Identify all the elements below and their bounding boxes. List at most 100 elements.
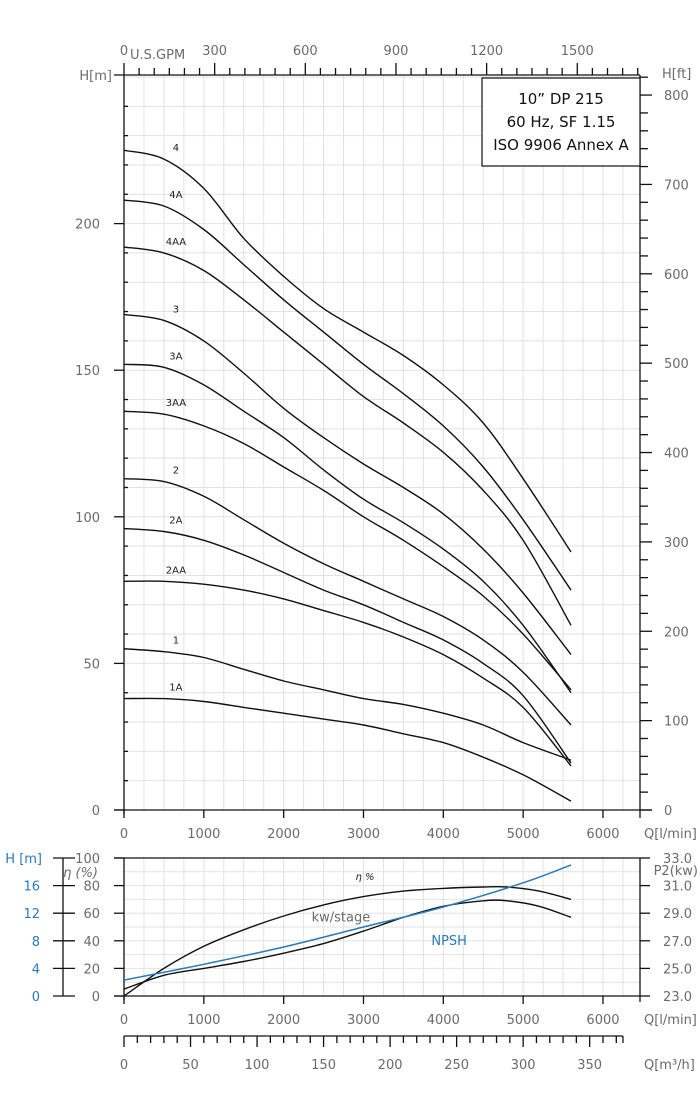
npsh-axis-title: H [m] — [5, 852, 42, 867]
head-curve-2aa — [123, 580, 572, 767]
y-axis-title-m: H[m] — [79, 69, 112, 84]
p2-tick-label: 33.0 — [663, 852, 692, 867]
y-right-tick-label: 500 — [664, 357, 689, 372]
p2-axis-title: P2(kw) — [654, 864, 698, 879]
title-line-3: ISO 9906 Annex A — [493, 136, 629, 154]
y-tick-label: 0 — [92, 804, 100, 819]
lower-chart-grid — [124, 858, 640, 996]
m3h-tick-label: 50 — [182, 1058, 199, 1073]
m3h-tick-label: 350 — [577, 1058, 602, 1073]
head-curve-2 — [123, 477, 572, 726]
main-chart-grid — [124, 75, 640, 810]
curve-label: 2A — [169, 515, 182, 526]
m3h-tick-label: 0 — [120, 1058, 128, 1073]
curve-label: 2AA — [166, 565, 186, 576]
title-box: 10” DP 215 60 Hz, SF 1.15 ISO 9906 Annex… — [481, 77, 641, 167]
curve-label: 4AA — [166, 237, 186, 248]
lower-x-tick-label: 2000 — [267, 1013, 300, 1028]
eta-tick-label: 60 — [83, 907, 100, 922]
npsh-curve — [123, 864, 572, 981]
lower-x-tick-label: 4000 — [427, 1013, 460, 1028]
y-tick-label: 50 — [83, 657, 100, 672]
curve-label: 3 — [173, 304, 179, 315]
x-top-tick-label: 0 — [120, 44, 128, 59]
y-right-tick-label: 800 — [664, 89, 689, 104]
p2-tick-label: 25.0 — [663, 962, 692, 977]
x-axis-title-lmin: Q[l/min] — [644, 827, 697, 842]
p2-tick-label: 23.0 — [663, 990, 692, 1005]
m3h-tick-label: 150 — [311, 1058, 336, 1073]
curve-label: 4A — [169, 190, 182, 201]
x-tick-label: 0 — [120, 827, 128, 842]
y-right-tick-label: 300 — [664, 536, 689, 551]
usgpm-unit-label: U.S.GPM — [130, 48, 185, 63]
head-curve-1 — [123, 648, 572, 761]
eta-axis-title: η (%) — [63, 866, 98, 881]
head-curve-4 — [123, 149, 572, 553]
y-tick-label: 150 — [75, 364, 100, 379]
x-top-tick-label: 1200 — [470, 44, 503, 59]
title-line-1: 10” DP 215 — [518, 90, 604, 108]
lower-x-tick-label: 3000 — [347, 1013, 380, 1028]
head-curve-3 — [123, 313, 572, 656]
y-right-tick-label: 600 — [664, 268, 689, 283]
y-right-tick-label: 0 — [664, 804, 672, 819]
p2-tick-label: 31.0 — [663, 880, 692, 895]
x-tick-label: 5000 — [507, 827, 540, 842]
lower-x-tick-label: 6000 — [586, 1013, 619, 1028]
curve-label: 4 — [173, 143, 179, 154]
curve-label: 2 — [173, 466, 179, 477]
m3h-tick-label: 300 — [511, 1058, 536, 1073]
npsh-label: NPSH — [431, 934, 467, 949]
x-top-tick-label: 600 — [293, 44, 318, 59]
y-tick-label: 100 — [75, 511, 100, 526]
npsh-tick-label: 8 — [32, 935, 40, 950]
x-top-tick-label: 1500 — [561, 44, 594, 59]
eta-tick-label: 80 — [83, 880, 100, 895]
lower-chart-labels: η % kw/stage NPSH — [312, 872, 467, 949]
lower-x-tick-label: 1000 — [187, 1013, 220, 1028]
curve-label: 3A — [169, 351, 182, 362]
eta-tick-label: 100 — [75, 852, 100, 867]
y-right-tick-label: 700 — [664, 178, 689, 193]
m3h-tick-label: 100 — [245, 1058, 270, 1073]
eta-tick-label: 20 — [83, 962, 100, 977]
m3h-axis: 0 50 100 150 200 250 300 350 Q[m³/h] — [120, 1035, 695, 1073]
kw-stage-curve — [123, 899, 572, 990]
head-curve-4a — [123, 199, 572, 591]
head-curve-1a — [123, 697, 572, 802]
m3h-axis-title: Q[m³/h] — [644, 1058, 695, 1073]
curve-label: 1 — [173, 636, 179, 647]
x-tick-label: 4000 — [427, 827, 460, 842]
x-top-tick-label: 300 — [202, 44, 227, 59]
x-tick-label: 3000 — [347, 827, 380, 842]
head-curve-3aa — [123, 410, 572, 691]
eta-tick-label: 40 — [83, 935, 100, 950]
m3h-tick-label: 200 — [378, 1058, 403, 1073]
y-tick-label: 200 — [75, 218, 100, 233]
head-curve-2a — [123, 527, 572, 764]
lower-x-tick-label: 5000 — [507, 1013, 540, 1028]
x-tick-label: 2000 — [267, 827, 300, 842]
x-top-tick-label: 900 — [384, 44, 409, 59]
p2-tick-label: 27.0 — [663, 935, 692, 950]
head-curve-3a — [123, 363, 572, 694]
lower-x-tick-label: 0 — [120, 1013, 128, 1028]
efficiency-power-npsh-curves — [123, 864, 572, 997]
eta-curve-label: η % — [356, 872, 375, 883]
kw-stage-label: kw/stage — [312, 910, 371, 925]
curve-label: 3AA — [166, 398, 186, 409]
y-right-tick-label: 200 — [664, 625, 689, 640]
npsh-tick-label: 16 — [23, 880, 40, 895]
lower-x-axis-title: Q[l/min] — [644, 1013, 697, 1028]
y-right-tick-label: 400 — [664, 447, 689, 462]
title-line-2: 60 Hz, SF 1.15 — [507, 113, 616, 131]
y-axis-title-ft: H[ft] — [662, 67, 691, 82]
npsh-tick-label: 0 — [32, 990, 40, 1005]
head-curves — [123, 149, 572, 802]
curve-label: 1A — [169, 683, 182, 694]
x-tick-label: 6000 — [586, 827, 619, 842]
x-tick-label: 1000 — [187, 827, 220, 842]
